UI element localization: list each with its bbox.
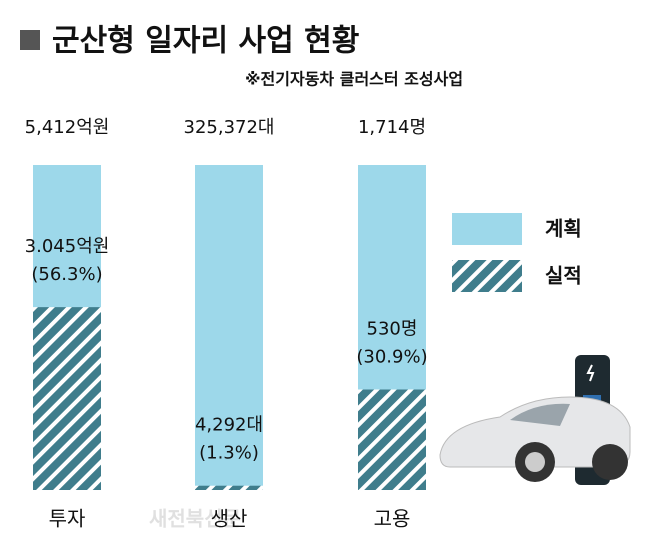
percent-label: (30.9%) — [356, 347, 427, 368]
plan-bar — [195, 165, 263, 490]
chart-subtitle: ※전기자동차 클러스터 조성사업 — [245, 70, 463, 89]
plan-label: 325,372대 — [184, 117, 275, 138]
legend-label: 실적 — [545, 264, 582, 288]
percent-label: (56.3%) — [31, 264, 102, 285]
percent-label: (1.3%) — [199, 443, 259, 464]
actual-bar — [33, 307, 101, 490]
category-label: 고용 — [374, 507, 411, 531]
title-square — [20, 30, 40, 50]
legend-label: 계획 — [545, 217, 582, 241]
actual-label: 530명 — [367, 319, 418, 340]
legend-swatch — [452, 213, 522, 245]
plan-label: 1,714명 — [358, 117, 426, 138]
plan-label: 5,412억원 — [25, 117, 110, 138]
actual-bar — [195, 485, 263, 490]
legend-swatch — [452, 260, 522, 292]
actual-label: 4,292대 — [195, 415, 263, 436]
actual-label: 3.045억원 — [25, 236, 110, 257]
category-label: 생산 — [211, 507, 248, 531]
watermark: 새전북신문 — [149, 507, 241, 531]
category-label: 투자 — [49, 507, 86, 531]
actual-bar — [358, 389, 426, 490]
car-illustration — [439, 355, 631, 485]
chart-title: 군산형 일자리 사업 현황 — [52, 24, 359, 59]
